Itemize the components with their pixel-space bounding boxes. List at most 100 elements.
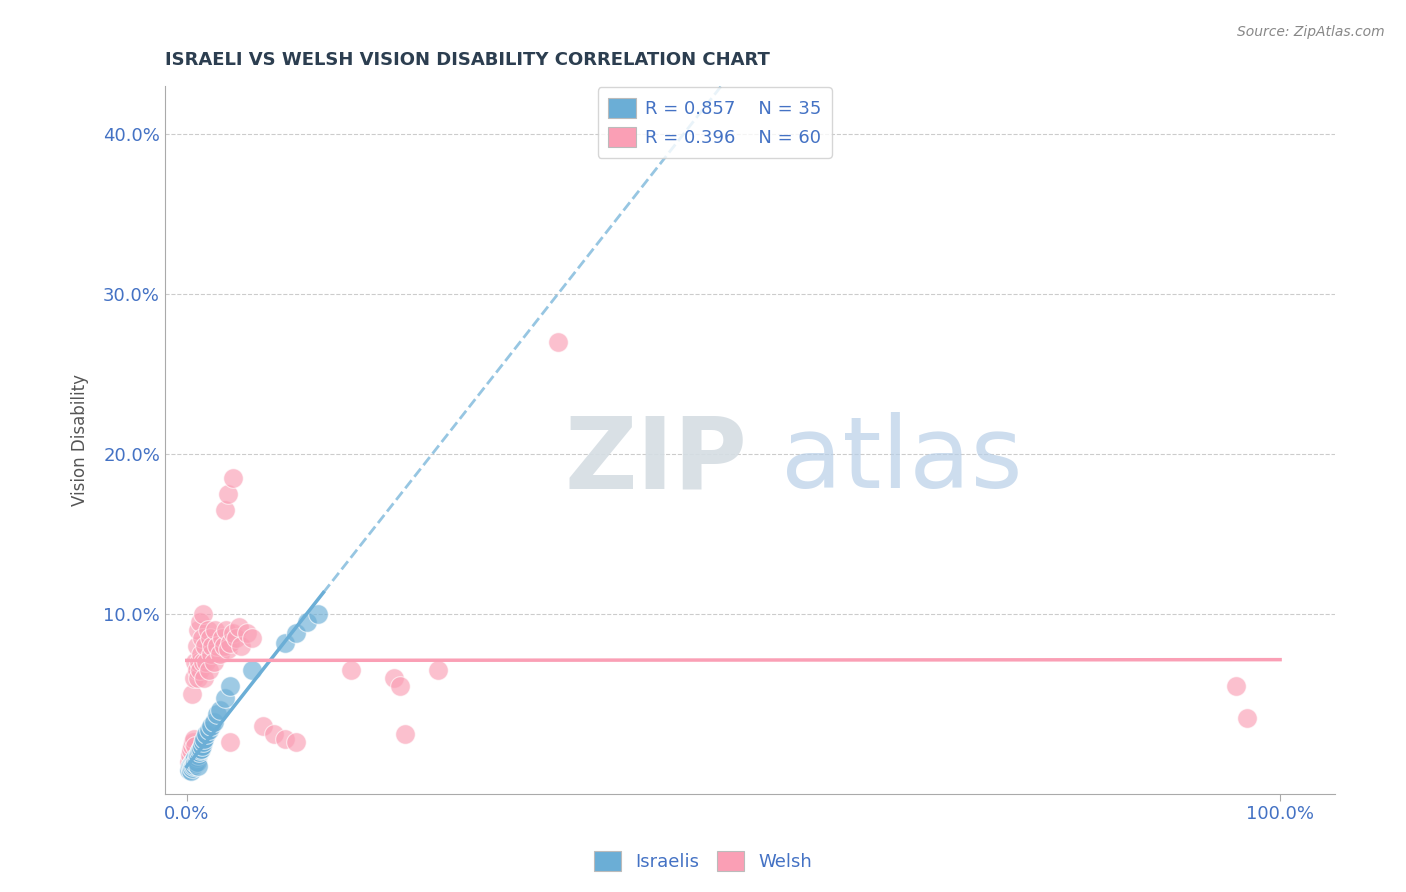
Point: [214, 690, 236, 705]
Point: [187, 745, 209, 759]
Point: [191, 739, 214, 753]
Point: [285, 626, 308, 640]
Point: [219, 679, 242, 693]
Point: [183, 757, 205, 772]
Point: [339, 663, 361, 677]
Legend: R = 0.857    N = 35, R = 0.396    N = 60: R = 0.857 N = 35, R = 0.396 N = 60: [598, 87, 832, 158]
Point: [190, 741, 212, 756]
Point: [187, 655, 209, 669]
Point: [547, 334, 569, 349]
Point: [207, 640, 229, 654]
Point: [217, 487, 239, 501]
Point: [183, 732, 205, 747]
Point: [186, 749, 208, 764]
Point: [212, 640, 235, 654]
Point: [197, 624, 219, 638]
Point: [187, 748, 209, 763]
Point: [180, 743, 202, 757]
Point: [177, 763, 200, 777]
Point: [215, 624, 238, 638]
Point: [193, 671, 215, 685]
Text: Source: ZipAtlas.com: Source: ZipAtlas.com: [1237, 25, 1385, 39]
Point: [285, 735, 308, 749]
Point: [186, 663, 208, 677]
Point: [295, 615, 318, 630]
Point: [194, 640, 217, 654]
Point: [195, 655, 218, 669]
Point: [186, 640, 208, 654]
Point: [1225, 679, 1247, 693]
Point: [181, 739, 204, 753]
Point: [214, 503, 236, 517]
Legend: Israelis, Welsh: Israelis, Welsh: [586, 844, 820, 879]
Point: [181, 756, 204, 771]
Point: [187, 759, 209, 773]
Point: [240, 632, 263, 646]
Point: [202, 655, 225, 669]
Point: [219, 636, 242, 650]
Point: [186, 755, 208, 769]
Point: [231, 640, 253, 654]
Point: [207, 706, 229, 721]
Point: [184, 655, 207, 669]
Point: [181, 761, 204, 775]
Point: [225, 632, 247, 646]
Point: [191, 735, 214, 749]
Point: [179, 759, 201, 773]
Point: [197, 723, 219, 737]
Point: [219, 735, 242, 749]
Text: atlas: atlas: [782, 412, 1022, 509]
Point: [394, 727, 416, 741]
Text: ISRAELI VS WELSH VISION DISABILITY CORRELATION CHART: ISRAELI VS WELSH VISION DISABILITY CORRE…: [165, 51, 769, 69]
Point: [183, 671, 205, 685]
Point: [181, 755, 204, 769]
Point: [200, 648, 222, 662]
Point: [193, 732, 215, 747]
Point: [197, 663, 219, 677]
Point: [191, 632, 214, 646]
Point: [190, 648, 212, 662]
Point: [188, 743, 211, 757]
Point: [274, 732, 297, 747]
Point: [198, 632, 221, 646]
Point: [263, 727, 285, 741]
Point: [191, 607, 214, 622]
Text: ZIP: ZIP: [565, 412, 748, 509]
Point: [221, 626, 243, 640]
Point: [200, 719, 222, 733]
Point: [252, 719, 274, 733]
Point: [202, 714, 225, 729]
Point: [195, 727, 218, 741]
Point: [388, 679, 411, 693]
Point: [217, 642, 239, 657]
Point: [208, 648, 231, 662]
Point: [236, 626, 259, 640]
Point: [181, 735, 204, 749]
Point: [191, 655, 214, 669]
Point: [307, 607, 329, 622]
Point: [384, 671, 406, 685]
Point: [187, 671, 209, 685]
Point: [201, 640, 224, 654]
Point: [211, 632, 233, 646]
Point: [208, 703, 231, 717]
Point: [183, 753, 205, 767]
Point: [180, 757, 202, 772]
Y-axis label: Vision Disability: Vision Disability: [72, 374, 89, 506]
Point: [184, 751, 207, 765]
Point: [180, 764, 202, 779]
Point: [188, 615, 211, 630]
Point: [240, 663, 263, 677]
Point: [184, 756, 207, 771]
Point: [274, 636, 297, 650]
Point: [184, 739, 207, 753]
Point: [228, 620, 250, 634]
Point: [187, 624, 209, 638]
Point: [177, 755, 200, 769]
Point: [188, 663, 211, 677]
Point: [181, 687, 204, 701]
Point: [427, 663, 450, 677]
Point: [179, 748, 201, 763]
Point: [181, 759, 204, 773]
Point: [1236, 711, 1258, 725]
